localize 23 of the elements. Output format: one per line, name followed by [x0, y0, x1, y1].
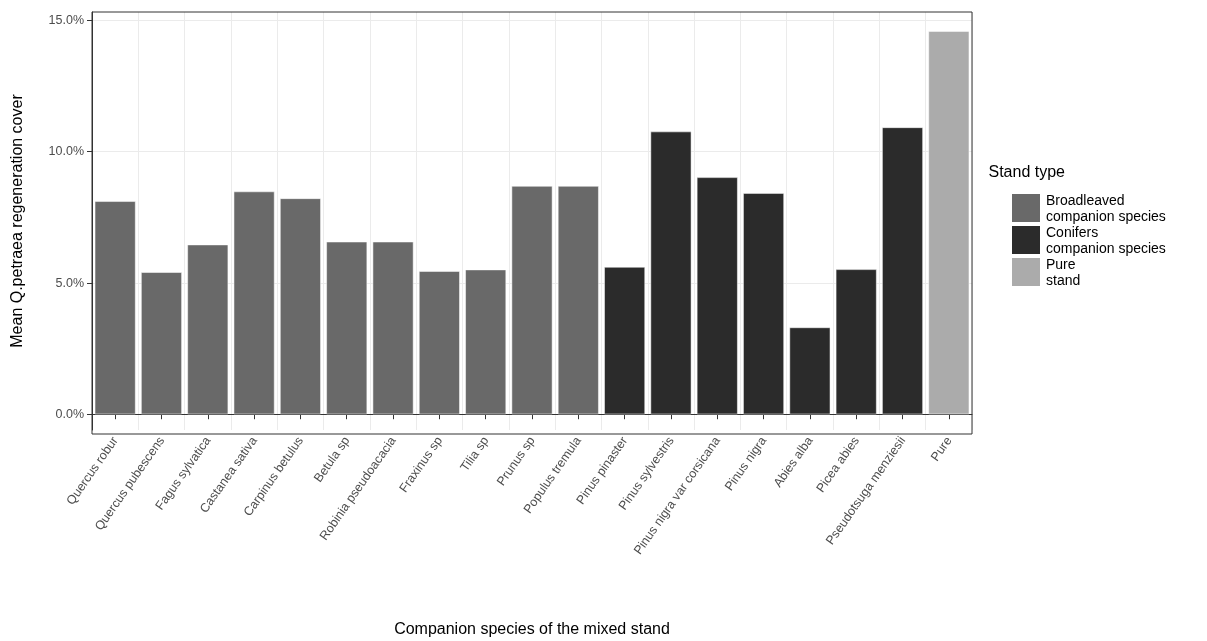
bar: [280, 198, 321, 415]
bar: [418, 271, 460, 415]
bar: [557, 186, 599, 415]
legend-label: Conifers companion species: [1046, 224, 1166, 256]
bar: [465, 269, 507, 415]
bar: [326, 241, 368, 415]
bar: [187, 244, 229, 415]
bar: [511, 186, 553, 415]
bar: [928, 31, 970, 415]
x-axis-title: Companion species of the mixed stand: [394, 619, 670, 637]
x-tick-label: Tilia sp: [457, 433, 492, 475]
bar: [141, 272, 182, 415]
y-tick-label: 15.0%: [48, 12, 84, 27]
bar: [372, 241, 414, 415]
y-tick-label: 5.0%: [55, 275, 84, 290]
legend-title: Stand type: [988, 162, 1066, 180]
y-tick-label: 0.0%: [55, 407, 84, 422]
y-tick-label: 10.0%: [48, 144, 84, 159]
bar: [94, 201, 136, 415]
legend-label: Pure stand: [1046, 256, 1081, 288]
legend-label: Broadleaved companion species: [1046, 192, 1166, 224]
y-axis-title: Mean Q.petraea regeneration cover: [7, 93, 25, 348]
bar: [233, 191, 275, 415]
